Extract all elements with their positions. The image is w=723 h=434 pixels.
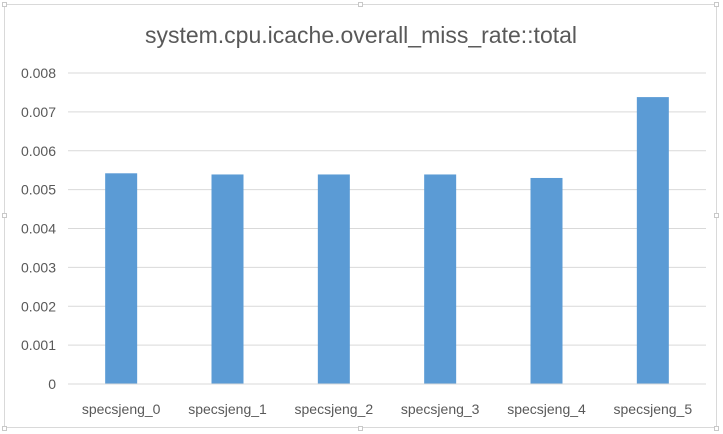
- y-tick-label: 0.007: [21, 104, 56, 120]
- x-category-label: specsjeng_5: [614, 401, 693, 417]
- bars: [105, 97, 669, 384]
- y-tick-label: 0.008: [21, 65, 56, 81]
- y-tick-label: 0.003: [21, 259, 56, 275]
- x-category-label: specsjeng_1: [188, 401, 267, 417]
- resize-handle-top-middle[interactable]: [358, 2, 363, 7]
- bar-specsjeng_0[interactable]: [105, 173, 138, 384]
- resize-handle-bottom-middle[interactable]: [358, 426, 363, 431]
- chart-title: system.cpu.icache.overall_miss_rate::tot…: [145, 22, 577, 48]
- y-tick-label: 0.005: [21, 182, 56, 198]
- y-axis-tick-labels: 0 0.001 0.002 0.003 0.004 0.005 0.006 0.007 0.00…: [21, 65, 56, 392]
- bar-specsjeng_3[interactable]: [424, 174, 457, 384]
- x-category-label: specsjeng_4: [507, 401, 586, 417]
- resize-handle-top-right[interactable]: [714, 2, 719, 7]
- resize-handle-middle-left[interactable]: [2, 213, 7, 218]
- bar-specsjeng_2[interactable]: [317, 174, 350, 384]
- y-tick-label: 0.001: [21, 337, 56, 353]
- bar-specsjeng_5[interactable]: [636, 97, 669, 384]
- resize-handle-top-left[interactable]: [2, 2, 7, 7]
- resize-handle-bottom-left[interactable]: [2, 426, 7, 431]
- y-tick-label: 0.006: [21, 143, 56, 159]
- y-tick-label: 0: [48, 376, 56, 392]
- x-category-label: specsjeng_0: [82, 401, 161, 417]
- y-tick-label: 0.002: [21, 298, 56, 314]
- resize-handle-bottom-right[interactable]: [714, 426, 719, 431]
- gridlines: [68, 72, 706, 346]
- resize-handle-middle-right[interactable]: [714, 213, 719, 218]
- bar-specsjeng_4[interactable]: [530, 177, 563, 384]
- x-axis-category-labels: specsjeng_0 specsjeng_1 specsjeng_2 specsje…: [82, 401, 692, 417]
- y-tick-label: 0.004: [21, 221, 56, 237]
- x-category-label: specsjeng_3: [401, 401, 480, 417]
- x-category-label: specsjeng_2: [295, 401, 374, 417]
- bar-specsjeng_1[interactable]: [211, 174, 244, 384]
